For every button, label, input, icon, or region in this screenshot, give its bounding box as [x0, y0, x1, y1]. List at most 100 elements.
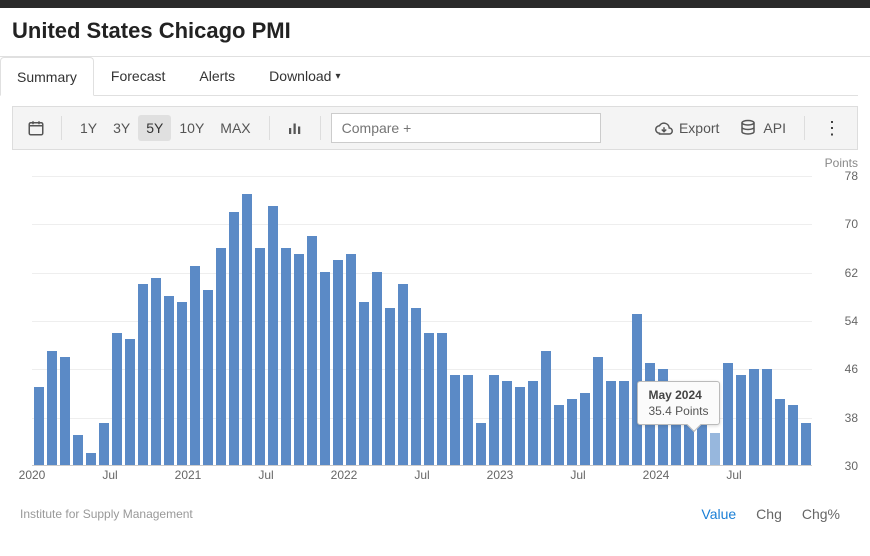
bar[interactable]: [164, 296, 174, 465]
tooltip: May 2024 35.4 Points: [637, 381, 719, 425]
y-tick-label: 70: [818, 217, 858, 231]
x-tick-label: Jul: [570, 468, 585, 482]
metric-chgpct[interactable]: Chg%: [792, 506, 850, 522]
bar[interactable]: [398, 284, 408, 465]
bar[interactable]: [749, 369, 759, 465]
bar[interactable]: [268, 206, 278, 465]
bar[interactable]: [112, 333, 122, 465]
bar[interactable]: [385, 308, 395, 465]
bar[interactable]: [801, 423, 811, 465]
database-icon: [739, 119, 757, 137]
bar[interactable]: [151, 278, 161, 465]
bar[interactable]: [372, 272, 382, 465]
bar[interactable]: [489, 375, 499, 465]
bar[interactable]: [619, 381, 629, 465]
range-5y[interactable]: 5Y: [138, 115, 171, 141]
bar[interactable]: [580, 393, 590, 465]
bar[interactable]: [86, 453, 96, 465]
bar[interactable]: [411, 308, 421, 465]
bar[interactable]: [255, 248, 265, 465]
tab-download[interactable]: Download▾: [252, 57, 357, 95]
x-tick-label: 2022: [331, 468, 358, 482]
bar[interactable]: [606, 381, 616, 465]
chart-toolbar: 1Y3Y5Y10YMAX Export API ⋮: [12, 106, 858, 150]
bar[interactable]: [788, 405, 798, 465]
bar[interactable]: [528, 381, 538, 465]
bar[interactable]: [567, 399, 577, 465]
page-header: United States Chicago PMI: [0, 8, 870, 57]
bar[interactable]: [294, 254, 304, 465]
chart-type-icon[interactable]: [280, 114, 310, 142]
range-1y[interactable]: 1Y: [72, 115, 105, 141]
tab-forecast[interactable]: Forecast: [94, 57, 182, 95]
y-axis-unit: Points: [825, 156, 858, 170]
tooltip-date: May 2024: [648, 388, 708, 402]
metric-value[interactable]: Value: [691, 506, 746, 522]
bar[interactable]: [359, 302, 369, 465]
export-button[interactable]: Export: [647, 114, 727, 142]
bar[interactable]: [307, 236, 317, 465]
x-tick-label: 2023: [487, 468, 514, 482]
bar[interactable]: [47, 351, 57, 465]
x-tick-label: 2021: [175, 468, 202, 482]
tab-summary[interactable]: Summary: [0, 57, 94, 96]
bar[interactable]: [138, 284, 148, 465]
more-menu-icon[interactable]: ⋮: [815, 119, 849, 137]
bar[interactable]: [762, 369, 772, 465]
bar[interactable]: [216, 248, 226, 465]
x-tick-label: 2020: [19, 468, 46, 482]
x-tick-label: Jul: [258, 468, 273, 482]
bar[interactable]: [190, 266, 200, 465]
bar-plot[interactable]: May 2024 35.4 Points: [32, 176, 812, 466]
bar[interactable]: [203, 290, 213, 465]
bar[interactable]: [736, 375, 746, 465]
range-3y[interactable]: 3Y: [105, 115, 138, 141]
bar[interactable]: [775, 399, 785, 465]
range-10y[interactable]: 10Y: [171, 115, 212, 141]
bar[interactable]: [34, 387, 44, 465]
range-max[interactable]: MAX: [212, 115, 258, 141]
bar[interactable]: May 202435.4 Points: [710, 433, 720, 466]
bar[interactable]: [515, 387, 525, 465]
bar[interactable]: [554, 405, 564, 465]
compare-input[interactable]: [331, 113, 601, 143]
api-button[interactable]: API: [731, 114, 794, 142]
bar[interactable]: [320, 272, 330, 465]
y-tick-label: 30: [818, 459, 858, 473]
bar[interactable]: [60, 357, 70, 465]
bar[interactable]: [424, 333, 434, 465]
window-top-strip: [0, 0, 870, 8]
bar[interactable]: [177, 302, 187, 465]
chart-footer: Institute for Supply Management ValueChg…: [0, 496, 870, 540]
api-label: API: [763, 120, 786, 136]
bar[interactable]: [333, 260, 343, 465]
tooltip-value: 35.4 Points: [648, 404, 708, 418]
bar[interactable]: [476, 423, 486, 465]
metric-chg[interactable]: Chg: [746, 506, 792, 522]
export-label: Export: [679, 120, 719, 136]
tab-strip: SummaryForecastAlertsDownload▾: [0, 57, 858, 96]
y-tick-label: 62: [818, 266, 858, 280]
bar[interactable]: [229, 212, 239, 465]
calendar-icon[interactable]: [21, 114, 51, 142]
tab-alerts[interactable]: Alerts: [182, 57, 252, 95]
bar[interactable]: [346, 254, 356, 465]
bar[interactable]: [437, 333, 447, 465]
y-tick-label: 78: [818, 169, 858, 183]
bar[interactable]: [723, 363, 733, 465]
x-tick-label: Jul: [102, 468, 117, 482]
bar[interactable]: [502, 381, 512, 465]
bar[interactable]: [281, 248, 291, 465]
x-tick-label: Jul: [726, 468, 741, 482]
chevron-down-icon: ▾: [335, 71, 340, 82]
bar[interactable]: [463, 375, 473, 465]
bar[interactable]: [73, 435, 83, 465]
export-icon: [655, 119, 673, 137]
bar[interactable]: [125, 339, 135, 465]
bar[interactable]: [99, 423, 109, 465]
bar[interactable]: [593, 357, 603, 465]
x-axis: 2020Jul2021Jul2022Jul2023Jul2024Jul: [32, 468, 812, 488]
bar[interactable]: [541, 351, 551, 465]
bar[interactable]: [242, 194, 252, 465]
bar[interactable]: [450, 375, 460, 465]
